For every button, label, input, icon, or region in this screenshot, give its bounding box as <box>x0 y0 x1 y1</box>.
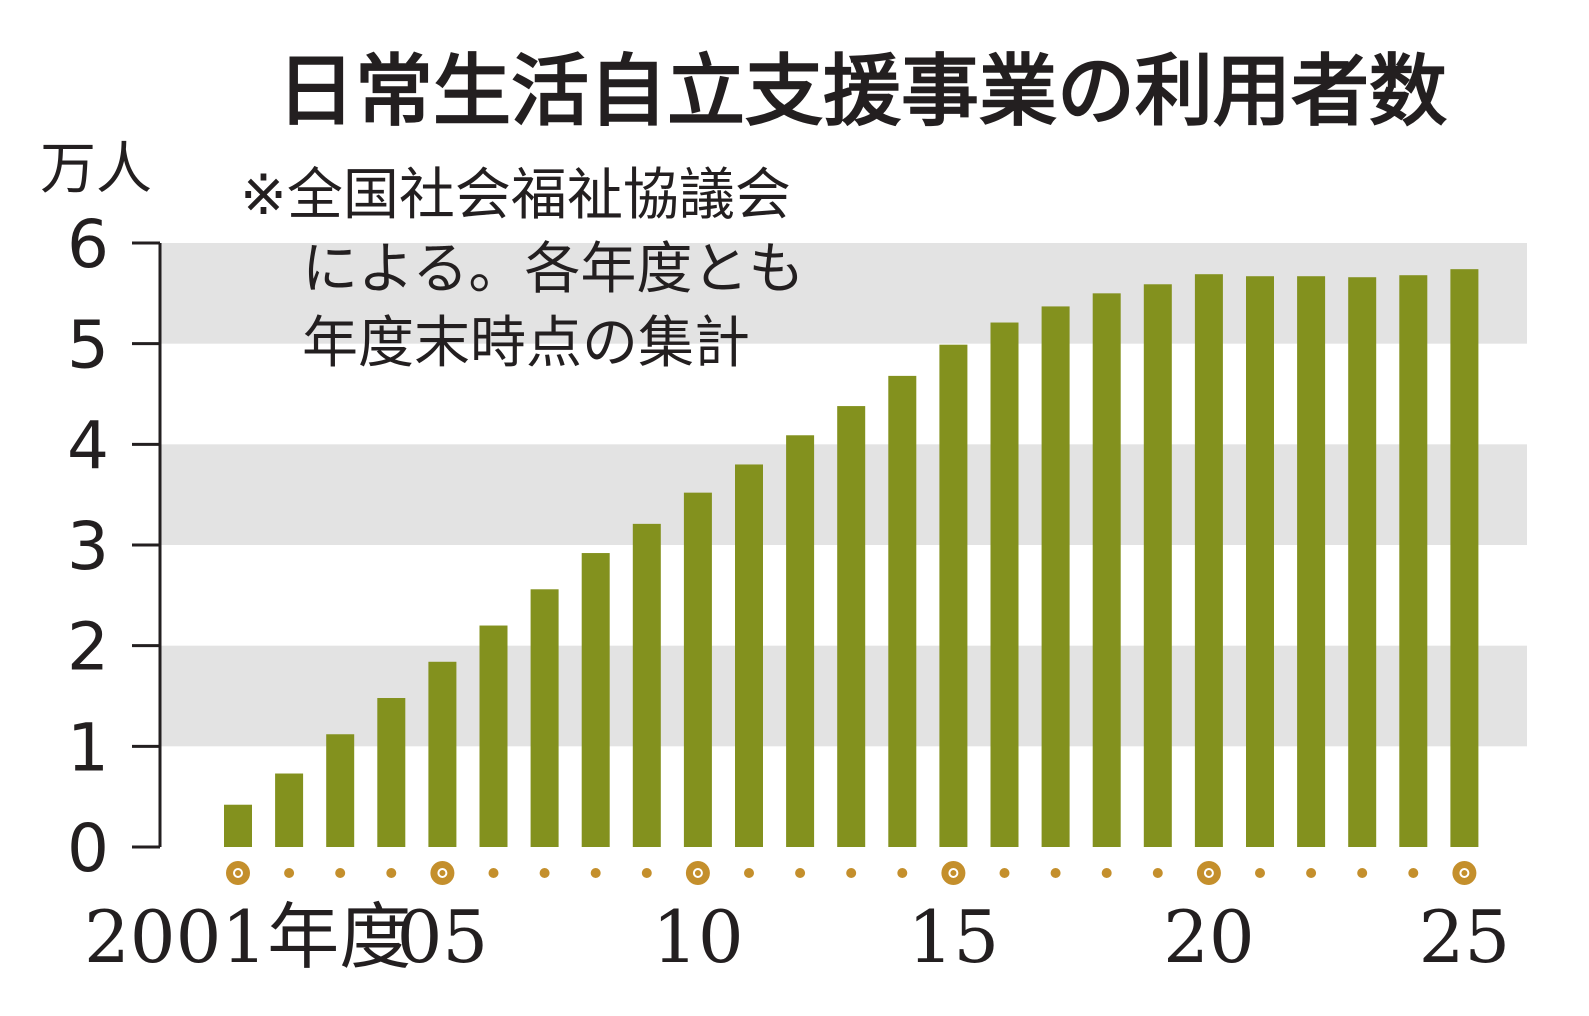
bar <box>1092 293 1121 847</box>
bar <box>990 322 1019 847</box>
x-marker-ring <box>1459 868 1470 878</box>
x-marker-ring <box>692 868 703 878</box>
x-marker-ring <box>233 868 243 878</box>
x-marker-minor <box>335 868 346 878</box>
bars <box>224 269 1479 848</box>
bar <box>939 344 968 847</box>
x-marker-minor <box>1357 868 1368 878</box>
y-tick-label: 2 <box>67 609 109 686</box>
x-marker-major <box>226 861 250 885</box>
chart-title: 日常生活自立支援事業の利用者数 <box>277 47 1447 137</box>
x-tick-label: 15 <box>908 895 1000 979</box>
x-tick-label: 20 <box>1163 895 1255 979</box>
bar <box>1041 306 1070 847</box>
x-marker-minor <box>1050 868 1061 878</box>
x-tick-label: 05 <box>397 895 489 979</box>
y-tick-label: 1 <box>67 709 109 786</box>
note-line-1: ※全国社会福祉協議会 <box>240 163 791 228</box>
bar <box>632 523 661 847</box>
x-marker-minor <box>1152 868 1163 878</box>
bar <box>888 375 917 847</box>
y-tick-label: 6 <box>67 206 109 283</box>
x-marker-major <box>685 861 710 885</box>
bar <box>786 435 815 847</box>
bar <box>581 553 610 847</box>
x-marker-minor <box>1408 868 1419 878</box>
bar <box>1194 274 1223 847</box>
x-marker-major <box>941 861 966 885</box>
bar <box>224 804 252 847</box>
bar <box>735 464 763 847</box>
bar <box>428 661 457 847</box>
x-marker-major <box>1196 861 1221 885</box>
bar <box>377 698 406 847</box>
x-marker-minor <box>999 868 1010 878</box>
x-marker-minor <box>641 868 652 878</box>
y-tick-label: 4 <box>67 407 109 484</box>
bar <box>1297 276 1326 848</box>
bar <box>837 406 866 847</box>
x-marker-minor <box>1306 868 1317 878</box>
unit-label: 万人 <box>40 137 152 202</box>
note-line-3: 年度末時点の集計 <box>302 311 750 376</box>
x-marker-minor <box>897 868 908 878</box>
x-marker-minor <box>795 868 806 878</box>
bar <box>326 734 355 847</box>
y-tick-label: 5 <box>67 307 109 384</box>
bar <box>683 492 712 847</box>
x-marker-minor <box>1101 868 1112 878</box>
x-marker-minor <box>744 868 754 878</box>
x-marker-minor <box>1255 868 1265 878</box>
bar <box>275 773 304 847</box>
bar <box>1143 284 1172 848</box>
bar <box>1246 276 1274 848</box>
bar <box>530 589 559 847</box>
bar <box>479 625 508 847</box>
x-marker-minor <box>488 868 499 878</box>
y-tick-label: 3 <box>67 508 109 585</box>
x-marker-minor <box>386 868 397 878</box>
bar <box>1450 269 1479 847</box>
x-marker-ring <box>437 868 448 878</box>
x-marker-minor <box>284 868 295 878</box>
x-marker-minor <box>846 868 857 878</box>
x-marker-ring <box>1203 868 1214 878</box>
y-tick-labels: 0 1 2 3 4 5 6 <box>67 206 109 887</box>
x-markers <box>226 861 1477 885</box>
x-marker-major <box>430 861 455 885</box>
bar <box>1348 277 1377 847</box>
x-marker-minor <box>539 868 550 878</box>
bar <box>1399 275 1428 847</box>
y-axis <box>132 241 162 849</box>
x-tick-label: 10 <box>652 895 744 979</box>
y-tick-label: 0 <box>67 810 109 887</box>
note-line-2: による。各年度とも <box>302 237 804 302</box>
x-marker-ring <box>948 868 959 878</box>
x-marker-minor <box>590 868 601 878</box>
x-tick-label: 2001年度 <box>84 895 411 979</box>
x-marker-major <box>1452 861 1477 885</box>
x-tick-label: 25 <box>1419 895 1511 979</box>
